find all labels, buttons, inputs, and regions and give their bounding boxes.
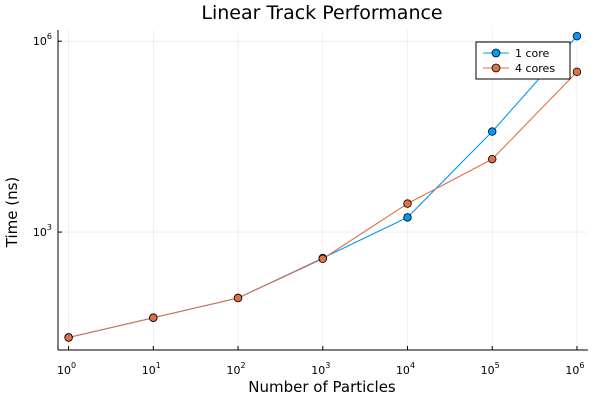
y-axis-label: Time (ns): [3, 177, 21, 249]
data-point: [64, 333, 73, 342]
data-point: [488, 154, 497, 164]
legend-box: [475, 41, 571, 80]
data-point: [488, 127, 497, 136]
data-point: [572, 67, 582, 77]
data-point: [403, 199, 412, 208]
data-point: [403, 213, 412, 222]
legend-marker: [491, 48, 501, 58]
legend-label: 4 cores: [515, 62, 555, 75]
chart-title: Linear Track Performance: [201, 2, 442, 24]
data-point: [233, 293, 243, 303]
legend: 1 core 4 cores: [475, 41, 571, 80]
legend-marker: [491, 63, 501, 73]
series-layer: [64, 31, 582, 342]
legend-label: 1 core: [515, 47, 550, 60]
data-point: [318, 254, 327, 263]
x-axis-label: Number of Particles: [248, 378, 396, 396]
grid: [58, 30, 588, 350]
data-point: [149, 313, 158, 322]
data-point: [572, 31, 582, 41]
